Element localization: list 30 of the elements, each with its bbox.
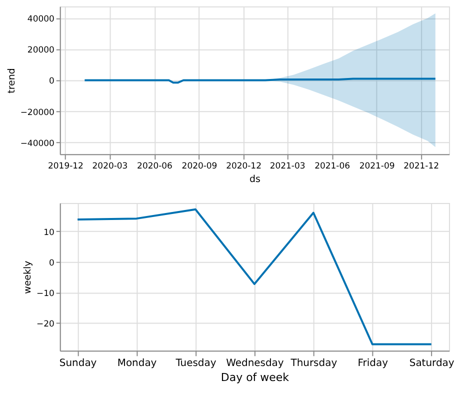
y-tick-label: 0 bbox=[48, 257, 54, 268]
x-tick-label: 2021-06 bbox=[314, 160, 350, 171]
x-axis-title: ds bbox=[249, 174, 260, 186]
line-series bbox=[76, 208, 432, 346]
y-tick-label: −20 bbox=[36, 318, 54, 329]
x-tick-label: 2020-12 bbox=[226, 160, 262, 171]
y-tick-label: −20000 bbox=[20, 106, 54, 117]
y-axis-title: trend bbox=[6, 68, 18, 94]
x-tick-label: 2021-09 bbox=[359, 160, 395, 171]
y-tick-label: 20000 bbox=[27, 44, 54, 55]
x-tick-label: Friday bbox=[358, 358, 388, 370]
x-tick-label: 2020-03 bbox=[92, 160, 128, 171]
y-tick-label: −40000 bbox=[20, 138, 54, 148]
x-tick-label: Wednesday bbox=[226, 358, 284, 370]
x-tick-label: Saturday bbox=[409, 358, 454, 370]
x-tick-label: Sunday bbox=[59, 358, 97, 370]
x-tick-label: 2021-12 bbox=[404, 160, 440, 171]
x-tick-label: 2019-12 bbox=[48, 160, 84, 171]
y-tick-label: 10 bbox=[44, 226, 54, 237]
x-tick-label: 2020-06 bbox=[137, 160, 172, 171]
x-tick-label: Monday bbox=[117, 358, 157, 370]
y-tick-label: 40000 bbox=[27, 14, 54, 24]
x-tick-label: 2021-03 bbox=[270, 160, 306, 171]
y-tick-label: 0 bbox=[48, 76, 54, 86]
x-tick-label: Thursday bbox=[290, 358, 338, 370]
x-tick-label: 2020-09 bbox=[182, 160, 218, 171]
y-tick-label: −10 bbox=[36, 288, 54, 298]
y-axis-title: weekly bbox=[22, 260, 34, 294]
x-axis-title: Day of week bbox=[220, 371, 290, 384]
x-tick-label: Tuesday bbox=[174, 358, 216, 370]
